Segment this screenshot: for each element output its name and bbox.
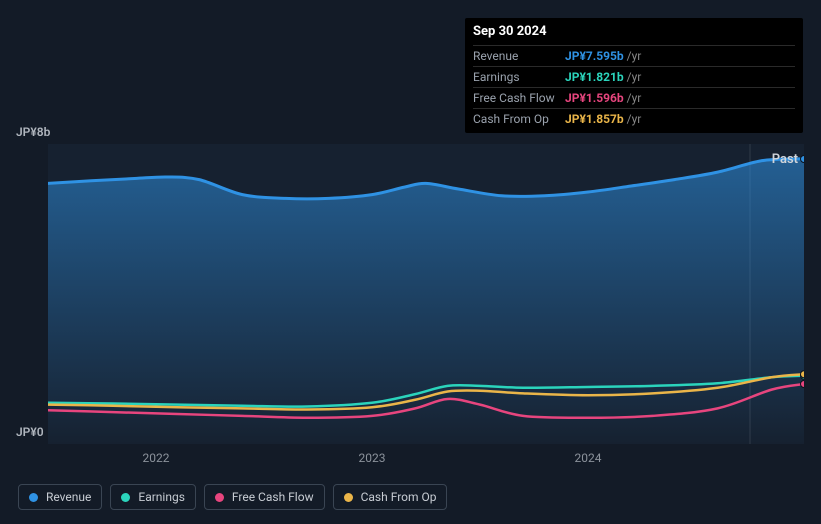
- x-axis-tick-label: 2022: [143, 451, 170, 465]
- legend-swatch-revenue: [29, 493, 38, 502]
- tooltip-row-value: JP¥1.821b: [565, 70, 624, 84]
- legend-item-cfo[interactable]: Cash From Op: [333, 484, 448, 510]
- legend-swatch-cfo: [344, 493, 353, 502]
- tooltip-title: Sep 30 2024: [473, 20, 795, 45]
- chart-root: Sep 30 2024 Revenue JP¥7.595b /yr Earnin…: [0, 0, 821, 524]
- legend-swatch-fcf: [215, 493, 224, 502]
- tooltip-row-value: JP¥1.596b: [565, 91, 624, 105]
- tooltip-row-value: JP¥1.857b: [565, 112, 624, 126]
- tooltip-row-earnings: Earnings JP¥1.821b /yr: [473, 66, 795, 87]
- y-axis-tick-label-top: JP¥8b: [16, 125, 50, 139]
- tooltip-row-unit: /yr: [627, 49, 642, 63]
- tooltip-row-fcf: Free Cash Flow JP¥1.596b /yr: [473, 87, 795, 108]
- tooltip-row-label: Revenue: [473, 49, 565, 63]
- tooltip-row-label: Free Cash Flow: [473, 91, 565, 105]
- tooltip-row-label: Cash From Op: [473, 112, 565, 126]
- tooltip-row-label: Earnings: [473, 70, 565, 84]
- tooltip-row-unit: /yr: [627, 91, 642, 105]
- chart-svg: [48, 144, 804, 444]
- tooltip-panel: Sep 30 2024 Revenue JP¥7.595b /yr Earnin…: [465, 18, 803, 133]
- legend-item-fcf[interactable]: Free Cash Flow: [204, 484, 325, 510]
- tooltip-row-unit: /yr: [627, 112, 642, 126]
- y-axis-tick-label-bottom: JP¥0: [16, 425, 44, 439]
- x-axis-tick-label: 2024: [575, 451, 602, 465]
- x-axis-tick-label: 2023: [359, 451, 386, 465]
- chart-legend: Revenue Earnings Free Cash Flow Cash Fro…: [18, 484, 447, 510]
- tooltip-row-unit: /yr: [627, 70, 642, 84]
- chart-plot[interactable]: Past: [48, 144, 804, 444]
- tooltip-row-value: JP¥7.595b: [565, 49, 624, 63]
- legend-item-revenue[interactable]: Revenue: [18, 484, 102, 510]
- legend-item-earnings[interactable]: Earnings: [110, 484, 196, 510]
- past-label: Past: [772, 152, 798, 167]
- legend-label: Earnings: [138, 490, 185, 504]
- chart-area: JP¥8b JP¥0 Past 2022 2023 2024: [16, 125, 805, 480]
- legend-label: Free Cash Flow: [232, 490, 314, 504]
- legend-swatch-earnings: [121, 493, 130, 502]
- legend-label: Cash From Op: [361, 490, 437, 504]
- legend-label: Revenue: [46, 490, 91, 504]
- tooltip-row-revenue: Revenue JP¥7.595b /yr: [473, 45, 795, 66]
